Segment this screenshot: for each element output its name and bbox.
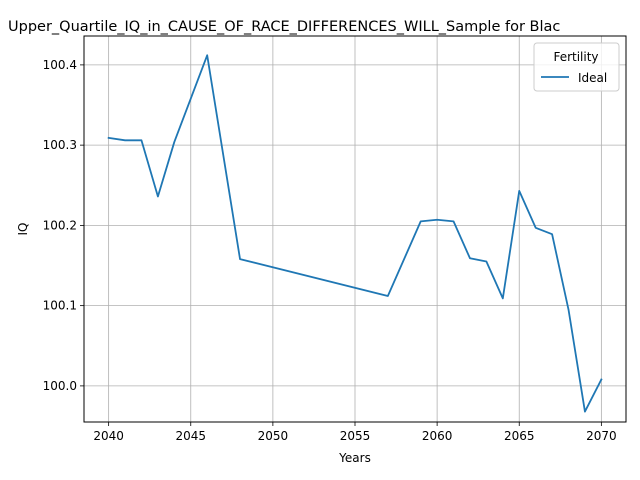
legend-box <box>533 42 620 92</box>
y-axis-label: IQ <box>16 223 30 236</box>
x-tick-label-2045: 2045 <box>175 429 206 443</box>
y-tick-label-1: 100.1 <box>43 299 77 313</box>
legend-title: Fertility <box>553 50 598 64</box>
chart-title: Upper_Quartile_IQ_in_CAUSE_OF_RACE_DIFFE… <box>8 19 560 35</box>
x-tick-label-2040: 2040 <box>93 429 124 443</box>
x-tick-label-2070: 2070 <box>586 429 617 443</box>
y-tick-label-3: 100.3 <box>43 138 77 152</box>
legend-label-ideal: Ideal <box>578 71 607 85</box>
series-line-ideal <box>107 54 603 413</box>
series-layer <box>107 54 603 413</box>
grid-lines <box>84 36 626 422</box>
x-tick-label-2050: 2050 <box>258 429 289 443</box>
y-tick-label-0: 100.0 <box>43 379 77 393</box>
y-tick-label-4: 100.4 <box>43 58 77 72</box>
legend: Fertility Ideal <box>533 42 620 92</box>
y-axis: 100.0 100.1 100.2 100.3 100.4 <box>43 58 84 393</box>
x-tick-label-2065: 2065 <box>504 429 535 443</box>
x-tick-label-2055: 2055 <box>340 429 371 443</box>
y-tick-label-2: 100.2 <box>43 218 77 232</box>
x-tick-label-2060: 2060 <box>422 429 453 443</box>
x-axis-label: Years <box>338 451 371 465</box>
x-axis: 2040 2045 2050 2055 2060 2065 2070 <box>93 422 617 443</box>
